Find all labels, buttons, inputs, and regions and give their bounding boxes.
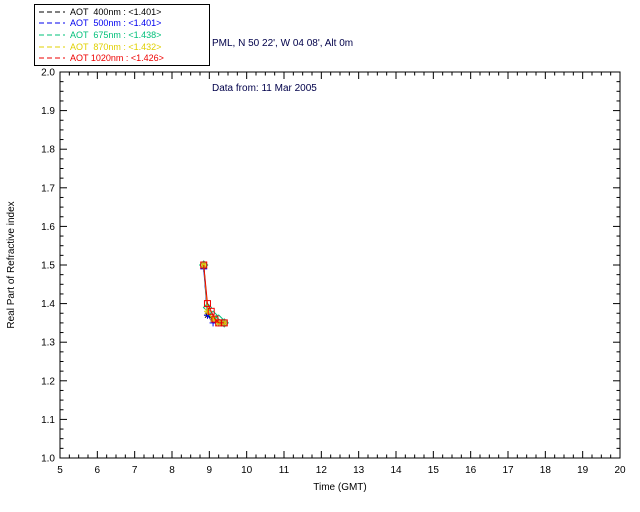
legend-line-sample xyxy=(39,11,65,13)
legend-entry-label: AOT 500nm : <1.401> xyxy=(70,18,162,29)
data-point-marker xyxy=(210,316,216,322)
header-date: Data from: 11 Mar 2005 xyxy=(212,83,317,94)
x-tick-label: 18 xyxy=(540,465,552,476)
x-tick-label: 10 xyxy=(241,465,253,476)
x-tick-label: 12 xyxy=(316,465,328,476)
x-tick-label: 11 xyxy=(279,465,290,476)
x-tick-label: 13 xyxy=(353,465,365,476)
x-tick-label: 6 xyxy=(95,465,101,476)
legend-entry: AOT 1020nm : <1.426> xyxy=(39,53,205,63)
y-axis-title: Real Part of Refractive index xyxy=(6,201,17,328)
x-tick-label: 7 xyxy=(132,465,138,476)
y-tick-label: 1.9 xyxy=(41,106,55,117)
data-point-marker xyxy=(207,307,215,315)
y-axis: 1.0 1.1 1.2 1.3 1.4 1.5 1.6 1.7 1.8 1.9 2.0 Real Pa… xyxy=(6,68,620,465)
data-point-marker xyxy=(204,308,211,315)
legend-line-sample xyxy=(39,57,65,59)
x-tick-label: 8 xyxy=(169,465,175,476)
x-tick-label: 9 xyxy=(207,465,213,476)
legend-entry: AOT 500nm : <1.401> xyxy=(39,18,205,28)
x-tick-label: 20 xyxy=(614,465,626,476)
legend-entry-label: AOT 675nm : <1.438> xyxy=(70,29,162,40)
legend-line-sample xyxy=(39,34,65,36)
x-tick-label: 14 xyxy=(390,465,402,476)
y-tick-label: 1.0 xyxy=(41,454,55,465)
legend-line-sample xyxy=(39,22,65,24)
legend-entry: AOT 400nm : <1.401> xyxy=(39,7,205,17)
legend-entry: AOT 675nm : <1.438> xyxy=(39,30,205,40)
y-tick-label: 2.0 xyxy=(41,68,55,79)
x-tick-label: 5 xyxy=(57,465,63,476)
header-text: PML, N 50 22', W 04 08', Alt 0m Data fro… xyxy=(212,6,353,126)
series-aot-1020nm xyxy=(200,261,228,327)
y-tick-label: 1.3 xyxy=(41,338,55,349)
legend-entry-label: AOT 400nm : <1.401> xyxy=(70,6,162,17)
x-axis-title: Time (GMT) xyxy=(313,482,367,493)
legend-entry: AOT 870nm : <1.432> xyxy=(39,42,205,52)
y-tick-label: 1.4 xyxy=(41,299,55,310)
plot-frame xyxy=(59,71,621,459)
y-tick-label: 1.6 xyxy=(41,222,55,233)
x-tick-label: 19 xyxy=(577,465,589,476)
x-tick-label: 16 xyxy=(465,465,477,476)
x-tick-label: 15 xyxy=(428,465,440,476)
header-location: PML, N 50 22', W 04 08', Alt 0m xyxy=(212,38,354,49)
y-tick-label: 1.8 xyxy=(41,145,55,156)
data-point-marker xyxy=(211,315,219,323)
y-tick-label: 1.2 xyxy=(41,376,55,387)
legend: AOT 400nm : <1.401> AOT 500nm : <1.401> AO… xyxy=(34,4,210,66)
y-tick-label: 1.5 xyxy=(41,261,55,272)
x-axis: 5 6 7 8 9 10 11 12 13 14 15 16 17 18 19 20 Time (GMT) xyxy=(57,72,626,493)
data-point-marker xyxy=(200,261,208,269)
data-point-marker xyxy=(203,300,211,308)
y-tick-label: 1.1 xyxy=(41,415,55,426)
x-tick-label: 17 xyxy=(502,465,514,476)
legend-entry-label: AOT 870nm : <1.432> xyxy=(70,41,162,52)
data-point-marker xyxy=(220,319,228,327)
legend-entry-label: AOT 1020nm : <1.426> xyxy=(70,53,164,64)
legend-line-sample xyxy=(39,46,65,48)
series-line xyxy=(203,264,225,324)
y-tick-label: 1.7 xyxy=(41,183,55,194)
